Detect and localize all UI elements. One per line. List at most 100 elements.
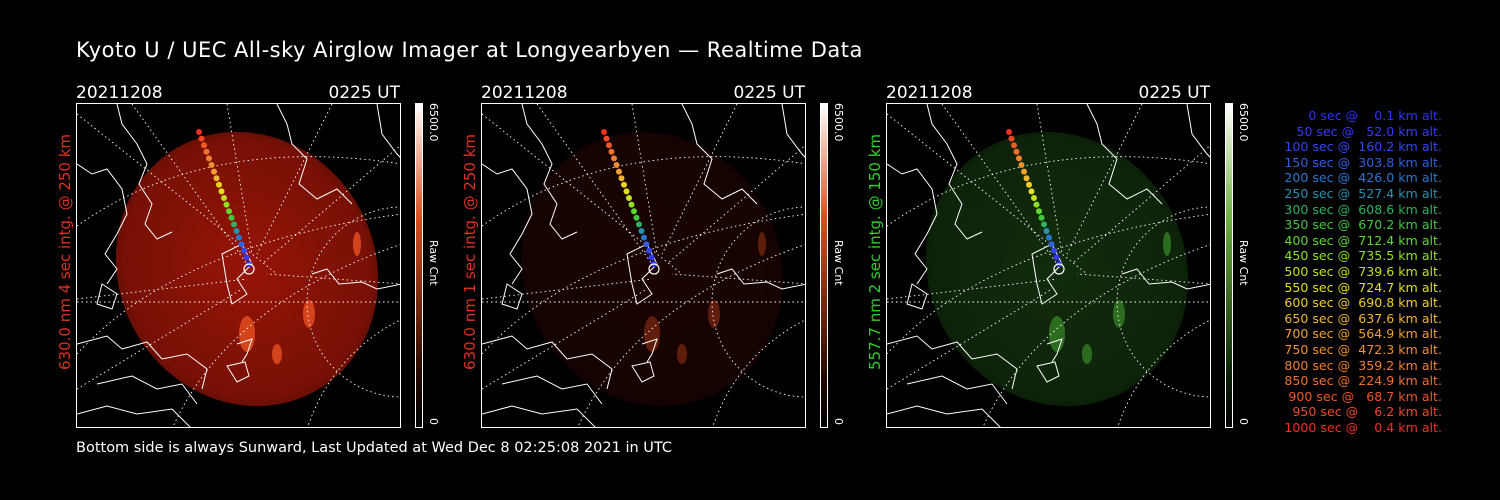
- latitude-line: [887, 156, 1210, 227]
- trajectory-point: [1033, 201, 1040, 208]
- sky-map-svg: [77, 104, 400, 427]
- station-marker: [1053, 263, 1065, 275]
- trajectory-point: [211, 168, 217, 175]
- latitude-line: [887, 213, 1210, 355]
- trajectory-point: [1028, 188, 1035, 195]
- coastline: [1046, 338, 1063, 363]
- trajectory-point: [618, 175, 625, 182]
- coastline: [1031, 243, 1063, 305]
- trajectory-point: [1038, 214, 1045, 221]
- coastline: [631, 361, 655, 383]
- panel-2-image: [481, 103, 806, 428]
- aurora-patch: [1113, 300, 1125, 328]
- trajectory-point: [1048, 241, 1055, 248]
- panel-3-colorbar-min: 0: [1237, 418, 1250, 425]
- coastline: [501, 283, 523, 310]
- legend-row: 250 sec @ 527.4 km alt.: [1280, 185, 1442, 201]
- coastline: [681, 104, 758, 205]
- coastline: [77, 163, 128, 285]
- trajectory-point: [221, 195, 227, 201]
- coastline: [501, 375, 603, 405]
- trajectory-point: [231, 221, 237, 228]
- trajectory-point: [1026, 181, 1032, 188]
- aurora-patch: [272, 344, 282, 364]
- coastline: [116, 104, 173, 240]
- aurora-patch: [239, 316, 255, 352]
- aurora-patch: [677, 344, 687, 364]
- longitude-line: [261, 145, 400, 265]
- longitude-line: [536, 104, 653, 265]
- trajectory-point: [1016, 155, 1022, 162]
- panel-1-colorbar-max: 6500.0: [427, 103, 440, 142]
- trajectory-point: [243, 254, 250, 261]
- panel-3-colorbar-unit: Raw Cnt: [1237, 240, 1250, 286]
- trajectory-point: [216, 181, 222, 188]
- trajectory-point: [606, 142, 612, 149]
- panel-2-colorbar-min: 0: [832, 418, 845, 425]
- panel-3-date: 20211208: [886, 83, 973, 103]
- coastline: [626, 243, 658, 305]
- trajectory-point: [623, 188, 630, 195]
- longitude-line: [631, 104, 658, 255]
- longitude-line: [887, 278, 1058, 300]
- trajectory-point: [1018, 162, 1025, 168]
- trajectory-legend: 0 sec @ 0.1 km alt. 50 sec @ 52.0 km alt…: [1262, 108, 1442, 435]
- trajectory-point: [228, 214, 235, 221]
- coastline: [482, 163, 533, 285]
- trajectory-point: [241, 247, 247, 254]
- trajectory-point: [636, 221, 642, 228]
- trajectory-point: [208, 162, 215, 168]
- longitude-line: [482, 278, 653, 300]
- aurora-patch: [644, 316, 660, 352]
- trajectory-point: [631, 208, 637, 215]
- trajectory-point: [226, 208, 232, 215]
- legend-row: 50 sec @ 52.0 km alt.: [1288, 123, 1442, 139]
- panel-3-time: 0225 UT: [1138, 83, 1211, 103]
- range-ring: [306, 206, 400, 398]
- aurora-patch: [708, 300, 720, 328]
- legend-row: 150 sec @ 303.8 km alt.: [1280, 154, 1442, 170]
- all-sky-image: [925, 131, 1189, 407]
- trajectory-point: [603, 135, 610, 142]
- latitude-line: [77, 156, 400, 227]
- legend-row: 750 sec @ 472.3 km alt.: [1280, 341, 1442, 357]
- trajectory-point: [613, 162, 620, 168]
- legend-row: 500 sec @ 739.6 km alt.: [1280, 263, 1442, 279]
- legend-row: 300 sec @ 608.6 km alt.: [1280, 201, 1442, 217]
- panel-2-date: 20211208: [481, 83, 568, 103]
- legend-row: 200 sec @ 426.0 km alt.: [1280, 170, 1442, 186]
- coastline: [906, 375, 1008, 405]
- latitude-line: [482, 213, 805, 355]
- panel-3-colorbar: [1225, 103, 1233, 428]
- longitude-line: [482, 288, 648, 390]
- trajectory-point: [1053, 254, 1060, 261]
- coastline: [1186, 104, 1210, 158]
- coastline: [96, 283, 118, 310]
- coastline: [482, 405, 596, 427]
- trajectory-point: [611, 155, 617, 162]
- legend-row: 450 sec @ 735.5 km alt.: [1280, 248, 1442, 264]
- trajectory-point: [1043, 228, 1050, 234]
- longitude-line: [1036, 104, 1063, 255]
- trajectory-point: [641, 234, 647, 241]
- coastline: [236, 338, 253, 363]
- all-sky-image: [115, 131, 379, 407]
- legend-row: 350 sec @ 670.2 km alt.: [1280, 217, 1442, 233]
- trajectory-point: [1046, 234, 1052, 241]
- legend-row: 800 sec @ 359.2 km alt.: [1280, 357, 1442, 373]
- coastline: [887, 405, 1001, 427]
- legend-row: 650 sec @ 637.6 km alt.: [1280, 310, 1442, 326]
- trajectory-point: [233, 228, 240, 234]
- trajectory-point: [1006, 129, 1012, 135]
- panel-1-colorbar-unit: Raw Cnt: [427, 240, 440, 286]
- coastline: [887, 163, 938, 285]
- trajectory-point: [633, 214, 640, 221]
- longitude-line: [256, 104, 333, 255]
- latitude-line: [577, 244, 805, 427]
- trajectory-point: [213, 175, 220, 182]
- legend-row: 950 sec @ 6.2 km alt.: [1288, 404, 1442, 420]
- trajectory-point: [198, 135, 205, 142]
- aurora-patch: [303, 300, 315, 328]
- panel-3-image: [886, 103, 1211, 428]
- trajectory-point: [628, 201, 635, 208]
